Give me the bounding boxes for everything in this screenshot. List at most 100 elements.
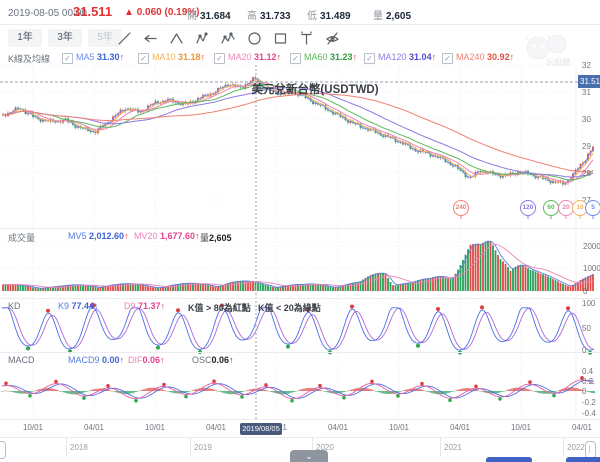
date-tick-label: 10/01 bbox=[510, 423, 532, 432]
date-tick-label: 10/01 bbox=[144, 423, 166, 432]
navigator-year-label: 2020 bbox=[316, 443, 334, 452]
open-value: 開 31.684 bbox=[187, 11, 231, 22]
price-axis-label: 29 bbox=[582, 142, 591, 151]
volume-axis-label: 2000 bbox=[583, 242, 600, 251]
volume-legend-title: 成交量 bbox=[8, 233, 36, 243]
checkbox-icon[interactable]: ✓ bbox=[214, 53, 225, 64]
checkbox-icon[interactable]: ✓ bbox=[62, 53, 73, 64]
macd-axis-label: -0.4 bbox=[582, 409, 596, 418]
navigator-left-handle[interactable] bbox=[0, 441, 6, 459]
divider bbox=[0, 228, 600, 229]
mv5-value[interactable]: MV5 2,012.60↑ bbox=[68, 231, 129, 241]
ma-legend: K線及均線 ✓ MA5 31.30↑ ✓ MA10 31.18↑ ✓ MA20 31.… bbox=[0, 52, 600, 68]
ma5-toggle[interactable]: ✓ MA5 31.30↑ bbox=[62, 52, 124, 64]
navigator-year-tick bbox=[66, 437, 67, 456]
wantgoo-watermark-logo: 玩股網 bbox=[524, 33, 588, 73]
divider bbox=[0, 24, 600, 25]
macd-axis-label: 0.2 bbox=[582, 377, 594, 386]
ma10-toggle[interactable]: ✓ MA10 31.18↑ bbox=[138, 52, 205, 64]
macd-axis-label: -0.2 bbox=[582, 398, 596, 407]
mv20-value[interactable]: MV20 1,677.60↑ bbox=[134, 231, 200, 241]
checkbox-icon[interactable]: ✓ bbox=[290, 53, 301, 64]
chart-title: 美元兌新台幣(USDTWD) bbox=[251, 84, 379, 96]
navigator-year-label: 2018 bbox=[70, 443, 88, 452]
kd-note-green: K值 < 20為綠點 bbox=[258, 303, 321, 313]
date-tick-label: 10/01 bbox=[22, 423, 44, 432]
collapse-navigator-button[interactable]: ⌄ bbox=[290, 450, 328, 462]
volume-value: 量 2,605 bbox=[373, 11, 412, 22]
action-button-right[interactable] bbox=[566, 457, 600, 462]
dif-value[interactable]: DIF0.06↑ bbox=[128, 355, 165, 365]
divider bbox=[0, 437, 600, 438]
hide-drawings-icon[interactable] bbox=[322, 29, 343, 47]
ma60-toggle[interactable]: ✓ MA60 31.23↑ bbox=[290, 52, 357, 64]
ma20-toggle[interactable]: ✓ MA20 31.12↑ bbox=[214, 52, 281, 64]
macd-axis-label: 0 bbox=[582, 387, 587, 396]
macd-legend: MACD MACD9 0.00↑ DIF0.06↑ OSC0.06↑ bbox=[0, 355, 600, 371]
kd-legend-title: KD bbox=[8, 301, 21, 311]
last-price: 31.511 bbox=[73, 4, 113, 19]
volume-legend: 成交量 MV5 2,012.60↑ MV20 1,677.60↑ 量2,605 bbox=[0, 231, 600, 247]
volume-axis-label: 0 bbox=[583, 287, 588, 296]
checkbox-icon[interactable]: ✓ bbox=[442, 53, 453, 64]
price-axis-label: 28 bbox=[582, 169, 591, 178]
navigator-year-label: 2021 bbox=[444, 443, 462, 452]
ma120-toggle[interactable]: ✓ MA120 31.04↑ bbox=[364, 52, 436, 64]
price-axis-label: 31 bbox=[582, 88, 591, 97]
navigator-year-label: 2019 bbox=[194, 443, 212, 452]
arrow-icon[interactable] bbox=[140, 29, 161, 47]
ma-tag-240[interactable]: 240 bbox=[453, 200, 469, 216]
range-button-1y[interactable]: 1年 bbox=[8, 29, 42, 47]
peak-icon[interactable] bbox=[166, 29, 187, 47]
ma-tag-60[interactable]: 60 bbox=[543, 200, 559, 216]
navigator-year-tick bbox=[440, 437, 441, 456]
date-tick-label: 04/01 bbox=[449, 423, 471, 432]
circle-icon[interactable] bbox=[244, 29, 265, 47]
d9-value[interactable]: D9 71.37↑ bbox=[124, 301, 166, 311]
date-tick-label: 04/01 bbox=[327, 423, 349, 432]
macd9-value[interactable]: MACD9 0.00↑ bbox=[68, 355, 125, 365]
watermark-text: 玩股網 bbox=[546, 58, 570, 67]
navigator-year-tick bbox=[563, 437, 564, 456]
date-tick-label: 04/01 bbox=[83, 423, 105, 432]
text-icon[interactable] bbox=[296, 29, 317, 47]
action-button-left[interactable] bbox=[486, 457, 532, 462]
current-volume: 量2,605 bbox=[200, 233, 232, 243]
navigator-year-label: 2022 bbox=[567, 443, 585, 452]
divider bbox=[0, 352, 600, 353]
divider bbox=[0, 298, 600, 299]
date-tick-label: 04/01 bbox=[205, 423, 227, 432]
range-button-3y[interactable]: 3年 bbox=[48, 29, 82, 47]
k9-value[interactable]: K9 77.44↓ bbox=[58, 301, 99, 311]
macd-axis-label: 0.4 bbox=[582, 367, 594, 376]
checkbox-icon[interactable]: ✓ bbox=[138, 53, 149, 64]
macd-legend-title: MACD bbox=[8, 355, 35, 365]
ma240-toggle[interactable]: ✓ MA240 30.92↑ bbox=[442, 52, 514, 64]
date-tick-label: 10/01 bbox=[388, 423, 410, 432]
ma-tag-5[interactable]: 5 bbox=[585, 200, 600, 216]
ma-legend-title: K線及均線 bbox=[8, 54, 51, 64]
range-button-5y[interactable]: 5年 bbox=[88, 29, 122, 47]
osc-value[interactable]: OSC0.06↑ bbox=[192, 355, 234, 365]
checkbox-icon[interactable]: ✓ bbox=[364, 53, 375, 64]
kd-note-red: K值 > 80為紅點 bbox=[188, 303, 251, 313]
trend-line-icon[interactable] bbox=[114, 29, 135, 47]
drawing-toolbar bbox=[114, 29, 343, 47]
kd-axis-label: 0 bbox=[582, 346, 587, 355]
price-axis-label: 27 bbox=[582, 196, 591, 205]
high-value: 高 31.733 bbox=[247, 11, 291, 22]
low-value: 低 31.489 bbox=[307, 11, 351, 22]
date-tick-label: 04/01 bbox=[571, 423, 593, 432]
navigator-year-tick bbox=[190, 437, 191, 456]
wave-abc-icon[interactable] bbox=[218, 29, 239, 47]
wave-a-icon[interactable] bbox=[192, 29, 213, 47]
price-axis-label: 30 bbox=[582, 115, 591, 124]
divider bbox=[0, 419, 600, 420]
rectangle-icon[interactable] bbox=[270, 29, 291, 47]
quote-datetime: 2019-08-05 00:00 bbox=[8, 8, 87, 19]
ma-tag-120[interactable]: 120 bbox=[520, 200, 536, 216]
selected-date-badge: 2019/08/05 bbox=[240, 423, 282, 435]
volume-axis-label: 1000 bbox=[583, 264, 600, 273]
